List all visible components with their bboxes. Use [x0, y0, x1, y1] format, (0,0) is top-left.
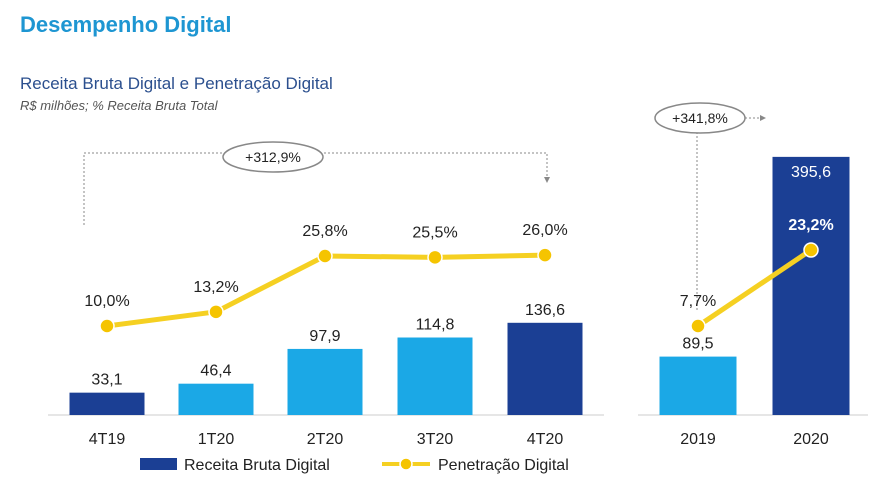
- penetration-line-0: [106, 252, 546, 329]
- penetration-line-1: [696, 247, 813, 329]
- penetration-label-1T20: 13,2%: [193, 279, 238, 296]
- chart-subtitle: R$ milhões; % Receita Bruta Total: [20, 98, 218, 113]
- bar-value-label-4T20: 136,6: [525, 302, 565, 319]
- bars-layer: [69, 156, 850, 415]
- penetration-label-2019: 7,7%: [680, 293, 716, 310]
- penetration-label-3T20: 25,5%: [412, 224, 457, 241]
- category-label-4T19: 4T19: [89, 431, 126, 448]
- growth-badge-right: [654, 102, 746, 134]
- bar-4T20: [507, 322, 583, 415]
- category-label-4T20: 4T20: [527, 431, 564, 448]
- bar-1T20: [178, 383, 254, 415]
- bar-2019: [659, 356, 737, 415]
- legend-line-label: Penetração Digital: [438, 457, 569, 474]
- bar-value-label-1T20: 46,4: [200, 363, 231, 380]
- penetration-point-3T20: [427, 249, 443, 266]
- bar-3T20: [397, 337, 473, 415]
- category-label-1T20: 1T20: [198, 431, 235, 448]
- growth-bracket-right: [696, 115, 766, 310]
- bar-value-label-3T20: 114,8: [416, 317, 455, 334]
- category-label-2020: 2020: [793, 431, 829, 448]
- penetration-point-4T19: [99, 318, 115, 334]
- growth-label-left: +312,9%: [245, 149, 301, 165]
- growth-badge-left: [222, 141, 324, 173]
- page-title: Desempenho Digital: [20, 12, 232, 37]
- bar-value-label-2020: 395,6: [791, 164, 831, 181]
- penetration-label-4T19: 10,0%: [84, 293, 129, 310]
- category-label-2T20: 2T20: [307, 431, 344, 448]
- legend-bar-swatch: [140, 458, 177, 470]
- penetration-line-layer: [99, 242, 819, 334]
- penetration-point-2020: [803, 242, 819, 258]
- penetration-point-2T20: [317, 248, 333, 264]
- penetration-label-2020: 23,2%: [788, 217, 833, 234]
- legend-bar-label: Receita Bruta Digital: [184, 457, 330, 474]
- category-label-3T20: 3T20: [417, 431, 454, 448]
- bar-value-label-2019: 89,5: [682, 336, 713, 353]
- growth-label-right: +341,8%: [672, 110, 728, 126]
- penetration-label-2T20: 25,8%: [302, 223, 347, 240]
- penetration-label-4T20: 26,0%: [522, 222, 567, 239]
- bar-value-label-4T19: 33,1: [91, 372, 122, 389]
- bar-value-label-2T20: 97,9: [309, 328, 340, 345]
- chart-title: Receita Bruta Digital e Penetração Digit…: [20, 74, 333, 93]
- penetration-point-1T20: [208, 304, 224, 320]
- legend-line-marker: [399, 457, 413, 471]
- penetration-point-4T20: [537, 247, 553, 263]
- growth-bracket-left: [83, 152, 550, 225]
- bar-2020: [772, 156, 850, 415]
- category-label-2019: 2019: [680, 431, 716, 448]
- penetration-point-2019: [690, 318, 706, 334]
- bar-4T19: [69, 392, 145, 415]
- bar-2T20: [287, 348, 363, 415]
- labels-layer: 4T19 33,1 1T20 46,4 2T20 97,9 3T20 114,8 4T20 136…: [84, 164, 833, 448]
